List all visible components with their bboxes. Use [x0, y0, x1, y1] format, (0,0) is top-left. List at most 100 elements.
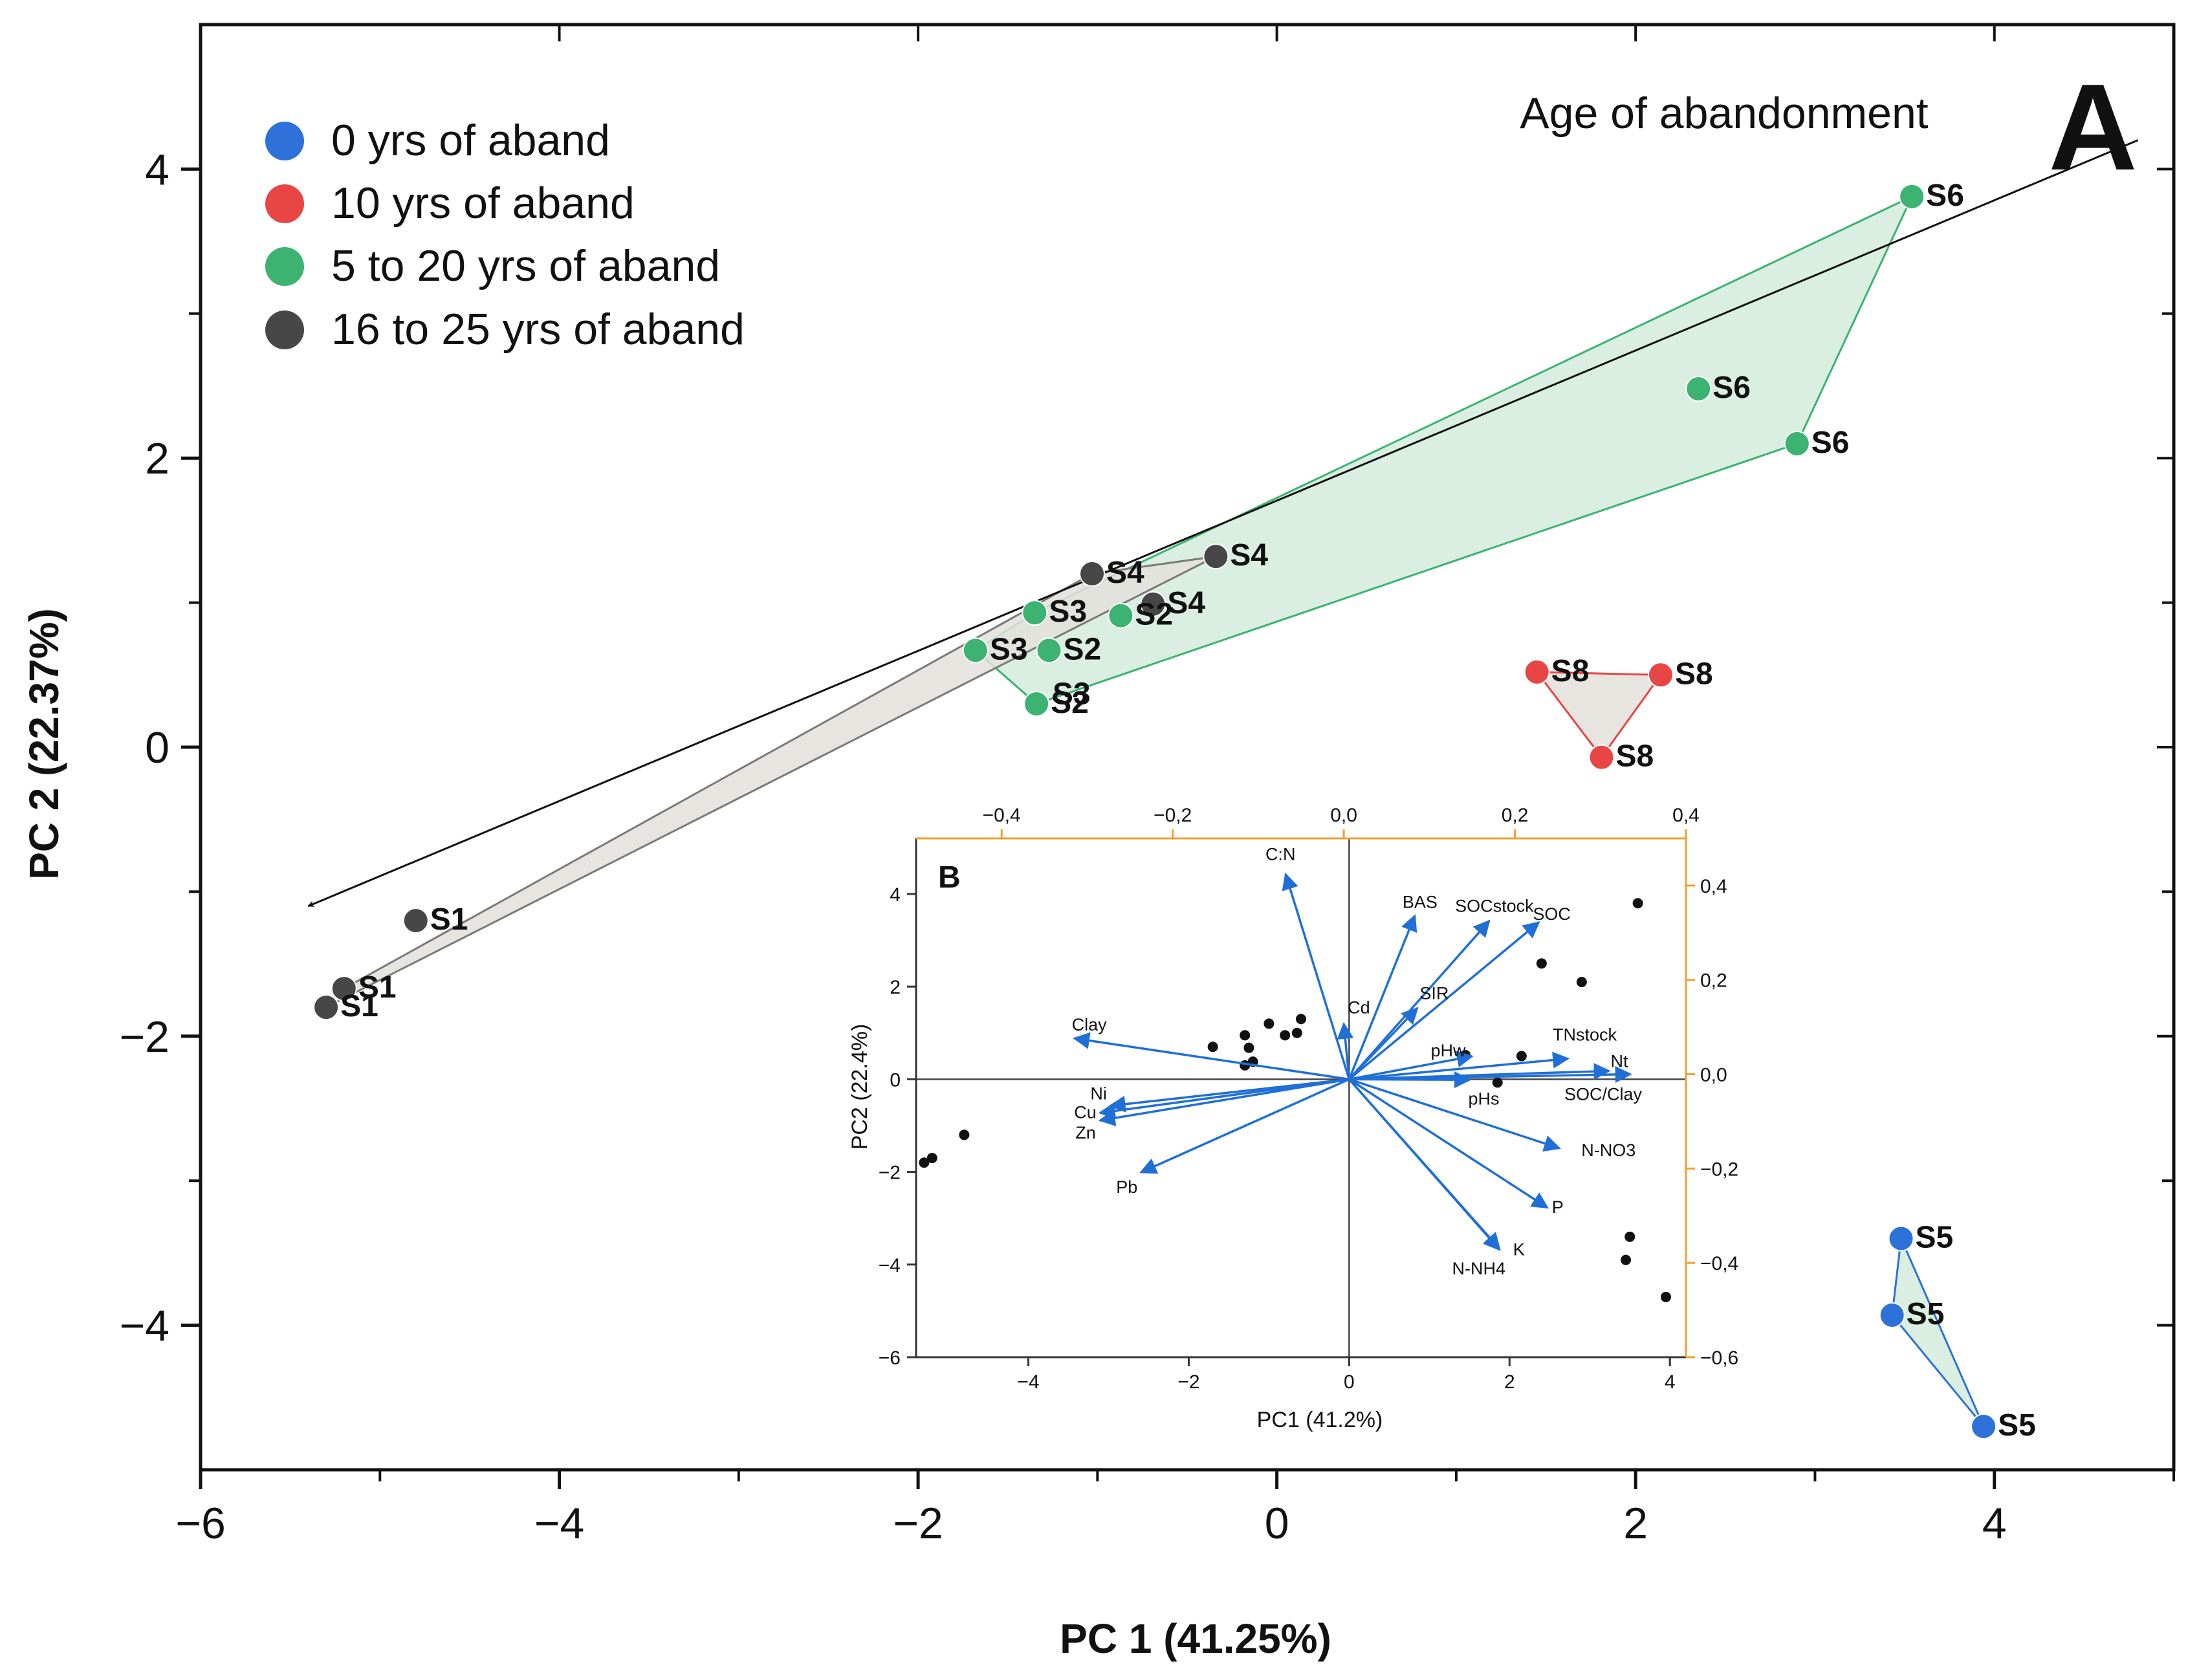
point-label-s6: S6 [1811, 426, 1850, 460]
loading-label-phs: pHs [1468, 1089, 1499, 1108]
point-label-s4: S4 [1230, 538, 1268, 573]
y-tick-label: −4 [119, 1302, 170, 1351]
x-tick-label: 2 [1623, 1499, 1648, 1548]
point-label-s1: S1 [340, 989, 378, 1023]
loading-label-n-nh4: N-NH4 [1452, 1259, 1505, 1278]
loading-arrow-n-nh4 [1348, 1078, 1501, 1251]
point-s2 [1023, 690, 1050, 717]
point-s8 [1648, 662, 1674, 688]
loading-arrow-soc [1348, 921, 1540, 1080]
point-s6 [1784, 430, 1810, 457]
main-y-axis-label: PC 2 (22.37%) [21, 608, 67, 880]
point-label-s5: S5 [1907, 1297, 1945, 1331]
loading-arrow-p [1348, 1078, 1549, 1209]
loading-arrow-phw [1349, 1051, 1474, 1081]
inset-y-tick-label: 0 [890, 1069, 901, 1091]
loading-label-bas: BAS [1403, 893, 1438, 912]
inset-score-point [1621, 1254, 1632, 1265]
loading-arrow-tnstock [1349, 1051, 1570, 1081]
legend-label-10yrs: 10 yrs of aband [331, 179, 635, 228]
point-s3 [962, 637, 989, 664]
y-tick-label: 0 [145, 723, 170, 772]
inset-y-tick-label: −4 [879, 1255, 901, 1276]
x-tick-label: −2 [893, 1499, 943, 1548]
point-s4 [1203, 543, 1229, 570]
point-s2 [1036, 637, 1062, 664]
inset-right-tick-label: −0,6 [1700, 1347, 1738, 1369]
legend-label-16to25yrs: 16 to 25 yrs of aband [331, 305, 745, 354]
loading-arrow-clay [1073, 1032, 1350, 1081]
inset-score-point [1492, 1077, 1503, 1088]
legend-label-5to20yrs: 5 to 20 yrs of aband [331, 241, 720, 290]
legend-marker-5to20yrs [265, 247, 304, 286]
panel-label-b: B [938, 860, 961, 895]
loading-label-soc-clay: SOC/Clay [1564, 1085, 1643, 1104]
loading-label-pb: Pb [1116, 1177, 1137, 1197]
inset-score-point [1207, 1042, 1218, 1053]
inset-zero-lines [916, 838, 1686, 1357]
loading-label-c-n: C:N [1265, 844, 1296, 864]
point-label-s8: S8 [1675, 657, 1713, 691]
inset-score-point [1516, 1051, 1527, 1062]
hull-0 [974, 194, 1914, 705]
legend: 0 yrs of aband 10 yrs of aband 5 to 20 y… [265, 116, 745, 354]
main-x-axis-ticks: −6 −4 −2 0 2 4 [175, 25, 2175, 1548]
point-s1 [331, 976, 357, 1002]
age-arrow-label: Age of abandonment [1520, 89, 1928, 138]
inset-top-tick-label: 0,2 [1502, 805, 1529, 826]
point-s6 [1899, 183, 1925, 210]
x-tick-label: 4 [1982, 1499, 2007, 1548]
point-label-s1: S1 [430, 902, 468, 937]
main-y-axis-ticks: −4 −2 0 2 4 [119, 145, 2174, 1351]
inset-top-tick-label: 0,0 [1330, 805, 1357, 826]
point-s4 [1140, 591, 1166, 617]
point-label-s2: S2 [1051, 686, 1089, 720]
loading-label-tnstock: TNstock [1553, 1025, 1617, 1044]
point-s5 [1971, 1413, 1997, 1439]
point-label-extra: S3 [1053, 677, 1091, 712]
inset-score-point [1240, 1030, 1251, 1041]
inset-right-tick-label: −0,4 [1700, 1253, 1738, 1274]
legend-marker-16to25yrs [265, 311, 304, 349]
loading-arrow-bas [1348, 914, 1417, 1080]
inset-score-point [1280, 1030, 1291, 1041]
x-tick-label: −4 [534, 1499, 585, 1548]
inset-top-tick-label: −0,2 [1154, 805, 1192, 826]
loading-arrow-zn [1098, 1078, 1350, 1127]
point-label-s5: S5 [1916, 1221, 1954, 1255]
inset-right-tick-label: −0,2 [1700, 1159, 1738, 1180]
x-tick-label: −6 [175, 1499, 226, 1548]
legend-marker-0yrs [265, 122, 304, 160]
inset-score-point [919, 1157, 930, 1168]
point-label-s3: S3 [990, 632, 1028, 666]
point-label-s1: S1 [358, 970, 397, 1005]
loading-arrow-pb [1139, 1078, 1350, 1174]
inset-x-tick-label: −2 [1177, 1371, 1199, 1393]
inset-top-tick-label: −0,4 [983, 805, 1021, 826]
main-x-axis-label: PC 1 (41.25%) [1060, 1615, 1331, 1662]
inset-score-point [1576, 976, 1587, 987]
inset-loading-arrows [1073, 872, 1632, 1251]
loading-label-zn: Zn [1075, 1123, 1096, 1142]
loading-label-ni: Ni [1090, 1084, 1107, 1103]
inset-x-axis-label: PC1 (41.2%) [1257, 1408, 1383, 1432]
x-tick-label: 0 [1265, 1499, 1289, 1548]
point-s2 [1108, 602, 1134, 629]
point-label-s5: S5 [1998, 1408, 2036, 1443]
inset-y-axis-label: PC2 (22.4%) [848, 1024, 872, 1150]
inset-right-tick-label: 0,0 [1700, 1065, 1727, 1086]
loading-label-socstock: SOCstock [1455, 897, 1534, 916]
inset-x-tick-label: 2 [1504, 1371, 1515, 1393]
point-label-s8: S8 [1551, 654, 1590, 688]
inset-y-tick-label: −6 [879, 1347, 901, 1369]
point-s8 [1524, 659, 1550, 685]
point-label-s2: S2 [1064, 632, 1102, 666]
main-score-plot: −6 −4 −2 0 2 4 −4 −2 0 2 4 S5 S5 S5 S8 S8 S8 S6 S6 S6 S3 S3… [21, 23, 2176, 1662]
loading-label-clay: Clay [1072, 1015, 1108, 1034]
loading-arrow-c-n [1282, 872, 1351, 1080]
group-hulls [325, 194, 1985, 1427]
